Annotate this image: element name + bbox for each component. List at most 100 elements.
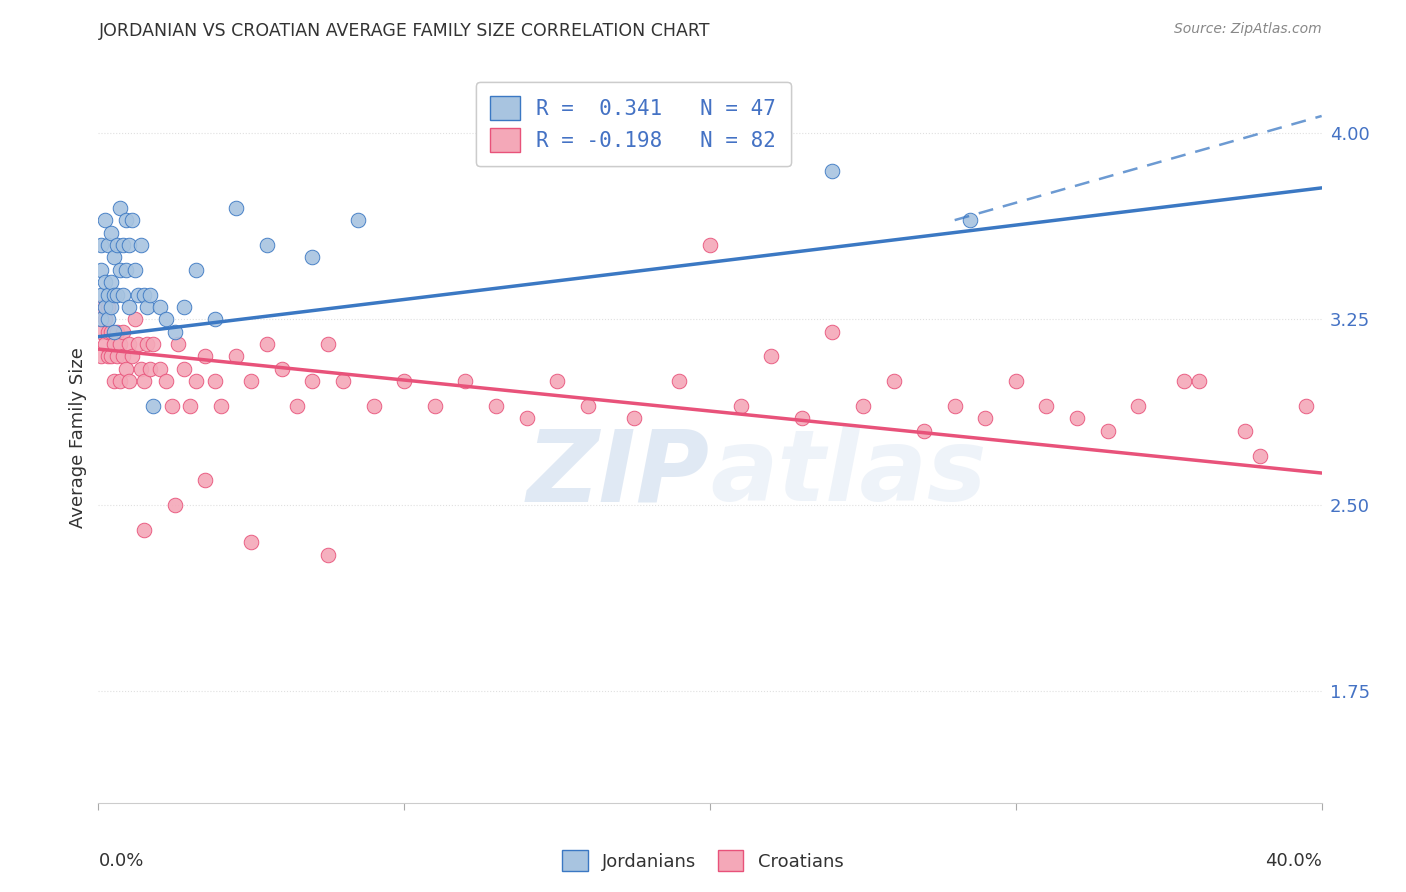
Point [790, 411, 813, 425]
Point [1004, 374, 1026, 388]
Point [90, 350, 112, 364]
Point [821, 325, 844, 339]
Point [943, 399, 966, 413]
Legend: R =  0.341   N = 47, R = -0.198   N = 82: R = 0.341 N = 47, R = -0.198 N = 82 [475, 82, 790, 167]
Point [93, 213, 115, 227]
Point [163, 498, 186, 512]
Point [90, 325, 112, 339]
Point [111, 287, 134, 301]
Point [100, 226, 122, 240]
Point [167, 337, 190, 351]
Point [270, 362, 292, 376]
Point [149, 362, 172, 376]
Point [240, 535, 263, 549]
Point [883, 374, 905, 388]
Point [668, 374, 690, 388]
Point [392, 374, 416, 388]
Point [118, 300, 141, 314]
Point [134, 523, 156, 537]
Point [100, 275, 122, 289]
Point [194, 474, 217, 488]
Point [160, 399, 183, 413]
Point [149, 300, 172, 314]
Point [139, 287, 162, 301]
Point [730, 399, 752, 413]
Point [186, 262, 208, 277]
Point [454, 374, 477, 388]
Point [256, 238, 278, 252]
Point [93, 300, 115, 314]
Point [97, 312, 120, 326]
Point [256, 337, 278, 351]
Point [301, 374, 323, 388]
Point [90, 312, 112, 326]
Point [204, 374, 226, 388]
Point [100, 350, 122, 364]
Point [142, 337, 165, 351]
Point [108, 374, 131, 388]
Point [316, 337, 339, 351]
Point [108, 201, 131, 215]
Point [90, 287, 112, 301]
Point [97, 300, 120, 314]
Point [699, 238, 721, 252]
Point [136, 337, 159, 351]
Point [111, 325, 134, 339]
Point [111, 238, 134, 252]
Point [97, 238, 120, 252]
Point [316, 548, 339, 562]
Point [179, 399, 201, 413]
Point [97, 350, 120, 364]
Point [1066, 411, 1088, 425]
Point [127, 287, 149, 301]
Point [683, 114, 706, 128]
Point [103, 337, 125, 351]
Point [285, 399, 308, 413]
Point [108, 262, 131, 277]
Point [173, 300, 195, 314]
Legend: Jordanians, Croatians: Jordanians, Croatians [555, 843, 851, 879]
Point [103, 287, 125, 301]
Point [1295, 399, 1317, 413]
Text: ZIP: ZIP [527, 425, 710, 522]
Point [115, 262, 138, 277]
Point [97, 287, 120, 301]
Point [974, 411, 997, 425]
Point [105, 325, 128, 339]
Point [623, 411, 645, 425]
Point [127, 337, 149, 351]
Point [163, 325, 186, 339]
Point [852, 399, 875, 413]
Point [121, 213, 143, 227]
Point [97, 325, 120, 339]
Point [821, 163, 844, 178]
Text: 0.0%: 0.0% [98, 852, 143, 870]
Point [124, 312, 146, 326]
Point [139, 362, 162, 376]
Point [93, 275, 115, 289]
Point [103, 250, 125, 264]
Point [912, 424, 935, 438]
Point [225, 350, 247, 364]
Point [93, 312, 115, 326]
Point [105, 287, 128, 301]
Point [134, 287, 156, 301]
Point [90, 262, 112, 277]
Point [194, 350, 217, 364]
Point [108, 337, 131, 351]
Point [90, 300, 112, 314]
Point [129, 238, 152, 252]
Point [115, 213, 138, 227]
Point [105, 238, 128, 252]
Point [225, 201, 247, 215]
Point [759, 350, 782, 364]
Point [959, 213, 981, 227]
Point [1173, 374, 1195, 388]
Point [118, 238, 141, 252]
Point [1234, 424, 1257, 438]
Point [423, 399, 446, 413]
Point [204, 312, 226, 326]
Text: 40.0%: 40.0% [1265, 852, 1322, 870]
Point [363, 399, 385, 413]
Point [100, 325, 122, 339]
